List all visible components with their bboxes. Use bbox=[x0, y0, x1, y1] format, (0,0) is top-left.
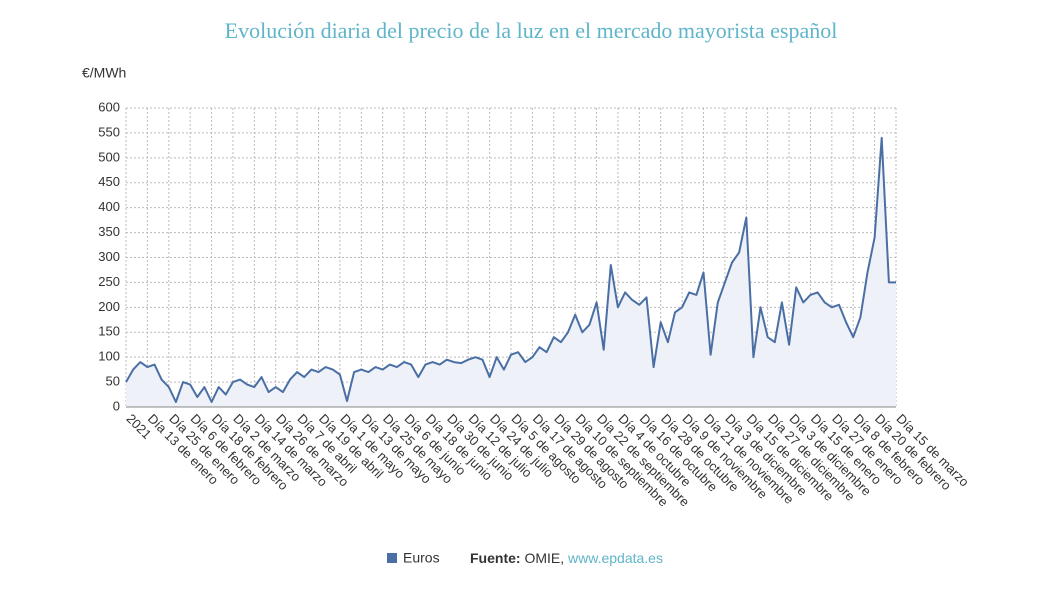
y-tick-label: 400 bbox=[98, 199, 120, 214]
y-tick-label: 300 bbox=[98, 249, 120, 264]
y-axis-label: €/MWh bbox=[82, 65, 126, 81]
source-link[interactable]: www.epdata.es bbox=[567, 550, 663, 566]
y-tick-label: 350 bbox=[98, 224, 120, 239]
legend-swatch bbox=[387, 553, 397, 563]
y-tick-label: 50 bbox=[106, 374, 120, 389]
source: Fuente: OMIE, www.epdata.es bbox=[470, 550, 663, 566]
y-tick-label: 150 bbox=[98, 324, 120, 339]
y-tick-label: 600 bbox=[98, 99, 120, 114]
line bbox=[125, 136, 896, 403]
source-label: Fuente: bbox=[470, 550, 521, 566]
chart-title: Evolución diaria del precio de la luz en… bbox=[225, 18, 838, 43]
y-tick-label: 200 bbox=[98, 299, 120, 314]
y-tick-label: 100 bbox=[98, 349, 120, 364]
area bbox=[126, 137, 896, 407]
legend-label: Euros bbox=[403, 550, 440, 566]
y-tick-label: 0 bbox=[113, 398, 120, 413]
y-tick-label: 450 bbox=[98, 174, 120, 189]
y-tick-label: 250 bbox=[98, 274, 120, 289]
y-tick-label: 550 bbox=[98, 124, 120, 139]
source-text: OMIE, bbox=[524, 550, 564, 566]
y-tick-label: 500 bbox=[98, 149, 120, 164]
